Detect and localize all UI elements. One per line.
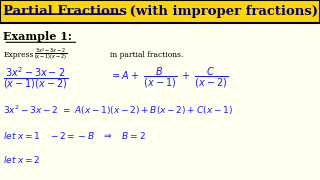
Text: $= A +\ \dfrac{B}{(x-1)}\ +\ \dfrac{C}{(x-2)}$: $= A +\ \dfrac{B}{(x-1)}\ +\ \dfrac{C}{(… (110, 66, 229, 90)
Text: $\dfrac{3x^2-3x-2}{(x-1)(x-2)}$: $\dfrac{3x^2-3x-2}{(x-1)(x-2)}$ (3, 65, 68, 91)
FancyBboxPatch shape (0, 0, 320, 23)
Text: $\mathit{let}\ x=2$: $\mathit{let}\ x=2$ (3, 154, 41, 165)
Text: $3x^2-3x-2\ =\ A(x-1)(x-2) + B(x-2) + C(x-1)$: $3x^2-3x-2\ =\ A(x-1)(x-2) + B(x-2) + C(… (3, 104, 233, 117)
Text: (with improper fractions): (with improper fractions) (125, 5, 318, 18)
Text: Express: Express (3, 51, 34, 59)
Text: in partial fractions.: in partial fractions. (110, 51, 184, 59)
Text: Partial Fractions: Partial Fractions (3, 5, 127, 18)
Text: Example 1:: Example 1: (3, 31, 72, 42)
Text: $\frac{3x^2-3x-2}{(x-1)(x-2)}$: $\frac{3x^2-3x-2}{(x-1)(x-2)}$ (34, 46, 67, 62)
Text: $\mathit{let}\ x=1\quad -2=-B\quad \Rightarrow\quad B=2$: $\mathit{let}\ x=1\quad -2=-B\quad \Righ… (3, 130, 146, 141)
